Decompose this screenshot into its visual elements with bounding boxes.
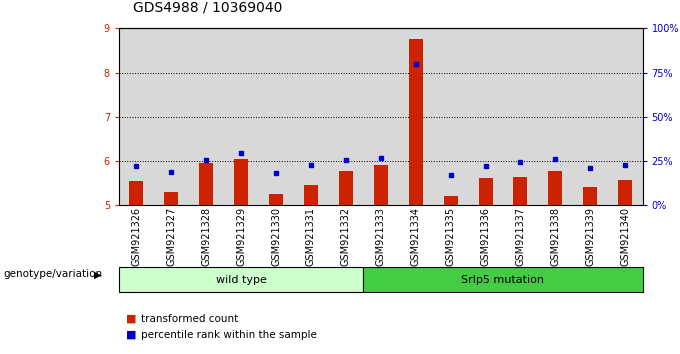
Bar	[479, 178, 492, 205]
Bar	[339, 171, 353, 205]
Bar	[165, 192, 178, 205]
Bar	[618, 180, 632, 205]
Bar	[513, 177, 528, 205]
Text: ▶: ▶	[94, 269, 101, 279]
Bar	[374, 165, 388, 205]
Text: Srlp5 mutation: Srlp5 mutation	[462, 275, 545, 285]
Text: GDS4988 / 10369040: GDS4988 / 10369040	[133, 0, 282, 14]
Text: ■: ■	[126, 330, 136, 339]
Text: wild type: wild type	[216, 275, 267, 285]
Bar	[199, 163, 214, 205]
Bar	[269, 194, 283, 205]
Bar	[129, 181, 143, 205]
Bar	[443, 195, 458, 205]
Text: percentile rank within the sample: percentile rank within the sample	[141, 330, 317, 339]
Bar	[304, 185, 318, 205]
Text: transformed count: transformed count	[141, 314, 238, 324]
Text: genotype/variation: genotype/variation	[3, 269, 103, 279]
Bar	[234, 159, 248, 205]
Bar	[583, 187, 597, 205]
Bar	[409, 39, 423, 205]
Text: ■: ■	[126, 314, 136, 324]
Bar	[548, 171, 562, 205]
